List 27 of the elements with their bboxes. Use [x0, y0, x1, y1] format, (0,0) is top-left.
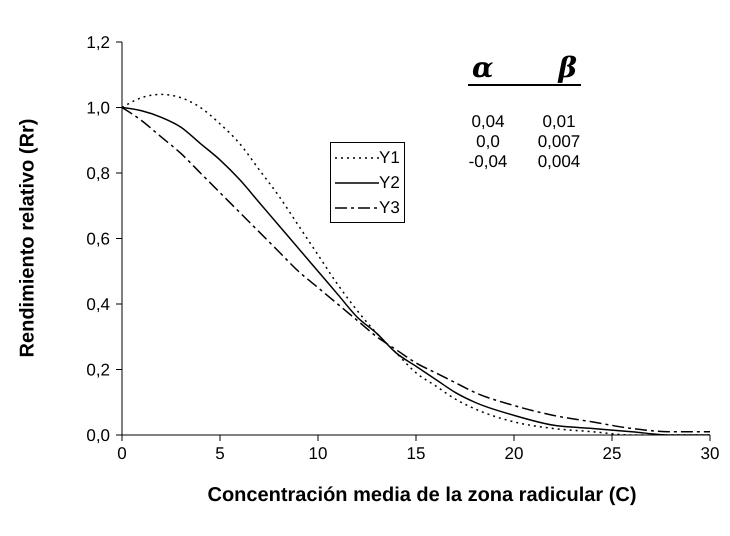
y-tick-label: 0,4 [86, 295, 110, 314]
y-tick-label: 1,0 [86, 98, 110, 118]
x-tick-label: 25 [602, 444, 622, 464]
annotation: 0,004 [536, 152, 582, 172]
annotation: 0,04 [470, 112, 506, 132]
y-axis-title: Rendimiento relativo (Rr) [16, 118, 40, 358]
y-tick-label: 1,2 [86, 33, 110, 52]
legend-label: Y1 [379, 148, 400, 168]
annotation: 0,01 [541, 112, 577, 132]
annotation: 0,007 [536, 132, 582, 152]
x-axis-title: Concentración media de la zona radicular (C) [206, 484, 638, 507]
legend-label: Y2 [379, 172, 400, 192]
annotation: α [472, 51, 494, 84]
y-tick-label: 0,8 [86, 164, 110, 184]
x-tick-label: 30 [700, 444, 720, 464]
x-tick-label: 15 [406, 444, 426, 464]
x-tick-label: 10 [308, 444, 328, 464]
annotation: β [558, 51, 577, 84]
annotation: -0,04 [468, 152, 508, 172]
x-tick-label: 20 [504, 444, 524, 464]
x-tick-label: 5 [215, 444, 225, 464]
x-tick-label: 0 [117, 444, 127, 464]
y-tick-label: 0,2 [86, 360, 110, 380]
legend-label: Y3 [379, 198, 400, 218]
y-tick-label: 0,0 [86, 426, 110, 446]
y-tick-label: 0,6 [86, 230, 110, 249]
annotation: 0,0 [475, 132, 501, 152]
